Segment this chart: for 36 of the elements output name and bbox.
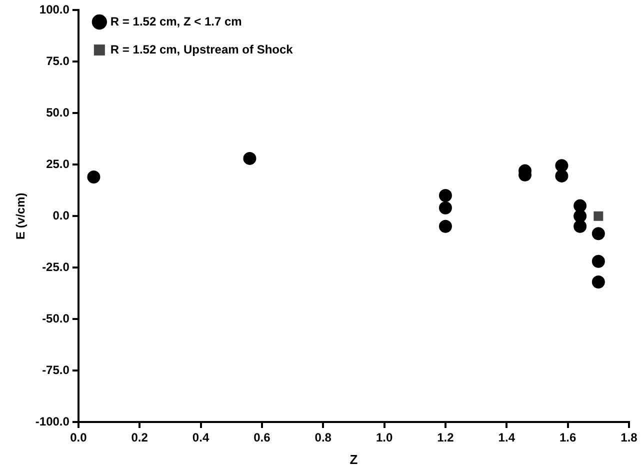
legend-label: R = 1.52 cm, Upstream of Shock <box>110 42 294 56</box>
point <box>438 189 452 202</box>
point <box>594 211 604 221</box>
x-tick-label: 1.6 <box>559 430 576 445</box>
point <box>592 227 605 240</box>
y-tick-label: 75.0 <box>46 54 70 68</box>
point <box>438 201 452 214</box>
y-tick-label: 50.0 <box>46 105 70 120</box>
point <box>438 220 452 233</box>
y-tick-label: -25.0 <box>42 260 70 274</box>
point <box>592 275 605 288</box>
x-tick-label: 0.6 <box>254 430 271 445</box>
x-tick-label: 0.4 <box>192 430 210 445</box>
legend-label: R = 1.52 cm, Z < 1.7 cm <box>110 14 242 28</box>
x-axis-title: Z <box>350 452 358 467</box>
x-tick-label: 1.8 <box>620 430 638 445</box>
x-tick-label: 1.2 <box>437 430 454 445</box>
y-tick-label: 100.0 <box>39 2 70 17</box>
y-tick-label: -50.0 <box>42 311 70 326</box>
x-tick-label: 1.0 <box>376 430 393 445</box>
point <box>555 159 568 172</box>
y-tick-label: 0.0 <box>52 208 70 222</box>
point <box>87 170 100 184</box>
x-tick-label: 1.4 <box>498 430 516 445</box>
x-tick-label: 0.0 <box>70 430 88 445</box>
x-tick-label: 0.2 <box>131 430 148 445</box>
point <box>592 254 605 268</box>
y-tick-label: 25.0 <box>46 156 70 171</box>
y-axis-title: E (v/cm) <box>14 192 28 240</box>
point <box>574 220 587 233</box>
point <box>574 210 587 223</box>
y-tick-label: -75.0 <box>42 362 70 377</box>
point <box>243 152 256 165</box>
point <box>555 169 568 182</box>
x-tick-label: 0.8 <box>314 430 332 445</box>
y-tick-label: -100.0 <box>35 414 70 428</box>
